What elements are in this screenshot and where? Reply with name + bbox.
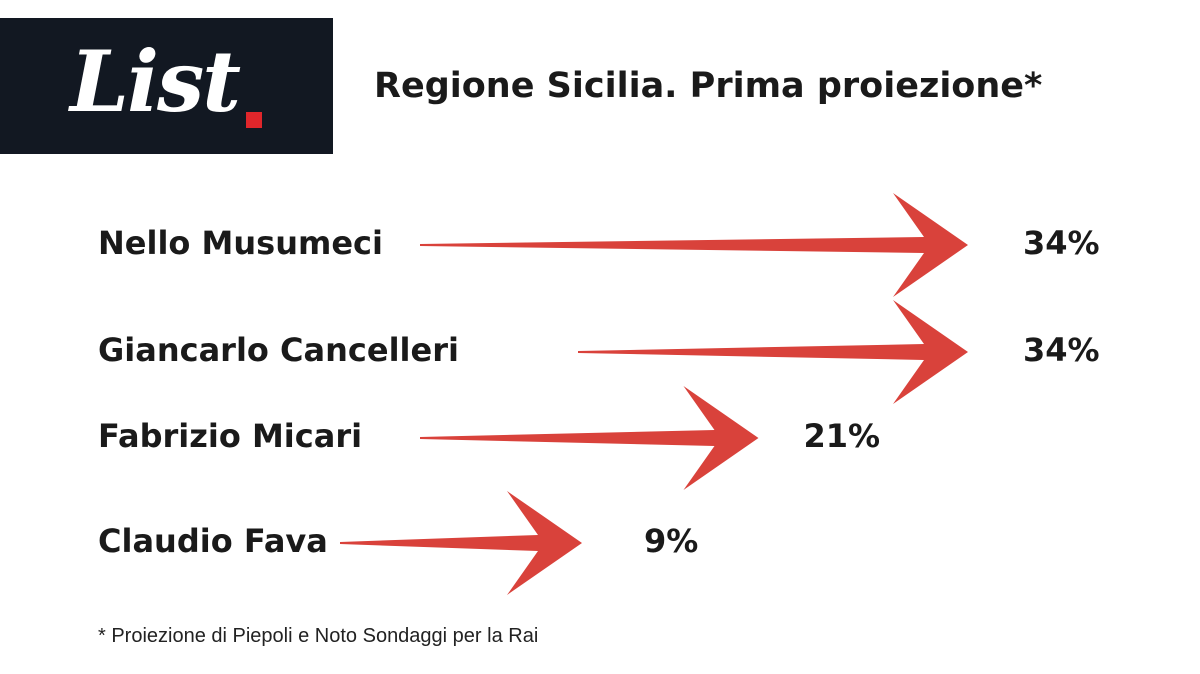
arrow-bar-0 [420,193,968,297]
arrow-bar-2 [420,386,759,490]
chart-title: Regione Sicilia. Prima proiezione* [374,66,1043,106]
logo: List [0,18,333,154]
arrow-bar-3 [340,491,582,595]
footnote: * Proiezione di Piepoli e Noto Sondaggi … [98,625,539,647]
value-label: 21% [803,417,881,455]
logo-text: List [70,32,241,131]
value-label: 34% [1023,224,1100,262]
category-label: Giancarlo Cancelleri [98,331,459,369]
value-label: 34% [1023,331,1100,369]
value-label: 9% [644,522,699,560]
category-label: Fabrizio Micari [98,417,363,455]
logo-dot [246,112,262,128]
category-label: Nello Musumeci [98,224,383,262]
arrow-bar-1 [578,300,968,404]
category-label: Claudio Fava [98,522,328,560]
